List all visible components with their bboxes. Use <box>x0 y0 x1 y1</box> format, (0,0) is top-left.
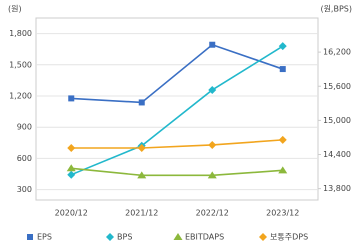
data-point <box>278 135 287 144</box>
y-tick-label: 600 <box>17 154 32 163</box>
data-point <box>207 171 217 179</box>
plot-frame <box>35 17 319 201</box>
y-tick-label: 1,800 <box>9 29 32 38</box>
y-tick-label: 900 <box>17 123 32 132</box>
legend-marker <box>259 233 267 241</box>
data-point <box>208 140 217 149</box>
data-point <box>279 66 286 73</box>
y-tick-label: 1,500 <box>9 60 32 69</box>
y-unit: (원) <box>8 5 22 14</box>
data-point <box>278 166 288 174</box>
legend-label: EBITDAPS <box>185 233 224 242</box>
y-tick-label: 300 <box>17 185 32 194</box>
legend-label: 보통주DPS <box>270 233 308 242</box>
y-tick-label: 1,200 <box>9 92 32 101</box>
data-point <box>67 170 76 179</box>
y2-unit: (원,BPS) <box>320 5 352 14</box>
y2-tick-label: 16,200 <box>323 48 351 57</box>
y2-tick-label: 15,000 <box>323 116 351 125</box>
data-point <box>137 144 146 152</box>
series-line <box>70 45 284 176</box>
y2-tick-label: 13,800 <box>323 184 351 193</box>
series-line <box>71 43 284 104</box>
data-point <box>137 171 147 179</box>
data-point <box>138 99 145 106</box>
legend-marker <box>27 234 33 240</box>
x-tick-label: 2020/12 <box>55 209 88 218</box>
data-point <box>66 164 76 172</box>
x-tick-label: 2023/12 <box>266 209 299 218</box>
x-tick-label: 2021/12 <box>125 209 158 218</box>
data-point <box>68 95 75 102</box>
series-line <box>71 167 283 177</box>
legend-label: EPS <box>37 233 52 242</box>
legend-label: BPS <box>117 233 132 242</box>
series-line <box>71 139 283 149</box>
data-point <box>209 41 216 48</box>
x-tick-label: 2022/12 <box>196 209 229 218</box>
data-point <box>67 144 76 152</box>
y2-tick-label: 15,600 <box>323 82 351 91</box>
y2-tick-label: 14,400 <box>323 150 351 159</box>
data-point <box>278 42 287 51</box>
legend-marker <box>106 233 114 241</box>
legend-marker <box>173 233 183 240</box>
data-point <box>208 85 217 94</box>
